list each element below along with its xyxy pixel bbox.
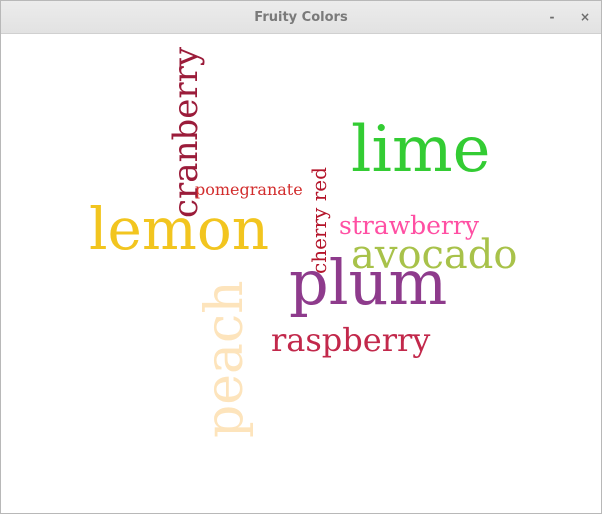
- word-lime: lime: [351, 113, 491, 187]
- title-bar[interactable]: Fruity Colors - ×: [1, 1, 601, 34]
- word-lemon: lemon: [89, 195, 270, 263]
- word-cloud-canvas: cranberry pomegranate cherry red lime le…: [1, 34, 601, 513]
- minimize-button[interactable]: -: [549, 10, 555, 24]
- word-peach: peach: [195, 280, 255, 438]
- window-title: Fruity Colors: [254, 10, 348, 25]
- word-strawberry: strawberry: [339, 211, 479, 240]
- word-avocado: avocado: [351, 232, 518, 278]
- close-button[interactable]: ×: [579, 10, 591, 24]
- word-plum: plum: [289, 246, 448, 319]
- word-pomegranate: pomegranate: [195, 180, 303, 199]
- word-raspberry: raspberry: [271, 321, 431, 359]
